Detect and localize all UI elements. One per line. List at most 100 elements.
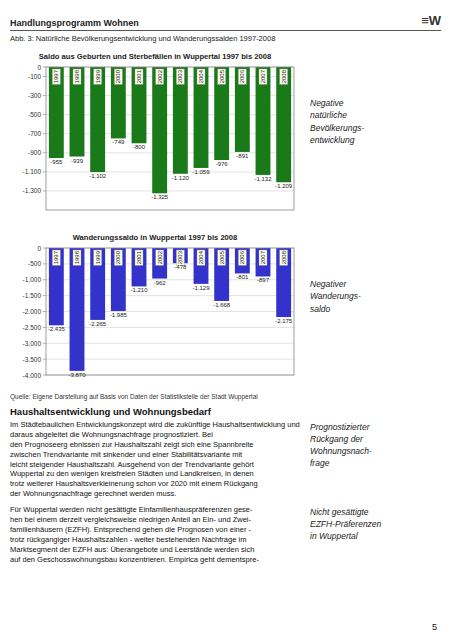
data-label: -801: [236, 274, 249, 280]
data-label: -478: [174, 264, 187, 270]
data-label: -962: [154, 280, 167, 286]
year-label-group: 2002: [156, 69, 164, 84]
tick-label: 0: [37, 245, 41, 252]
paragraph-line: trotz rückgangiger Haushaltszahlen - wei…: [10, 535, 300, 545]
margin-note-line: frage: [310, 458, 440, 470]
data-label: -2.265: [89, 321, 107, 327]
year-label-box: [73, 250, 81, 265]
year-label-box: [259, 250, 267, 265]
side-note-line: Bevölkerungs-: [310, 122, 440, 134]
tick-label: -1.100: [23, 168, 42, 175]
side-note: NegativenatürlicheBevölkerungs-entwicklu…: [310, 97, 440, 146]
tick-label: -900: [28, 149, 41, 156]
tick-label: -2.500: [23, 324, 42, 331]
source-note: Quelle: Eigene Darstellung auf Basis von…: [10, 393, 441, 400]
category-label: 2008: [281, 250, 287, 264]
body-row: Im Städtebaulichen Entwicklungskonzept w…: [10, 420, 441, 499]
year-label-group: 2007: [259, 69, 267, 84]
year-label-group: 2000: [114, 250, 122, 265]
category-label: 1999: [95, 250, 101, 264]
bar: [111, 67, 126, 138]
chart-title: Wanderungssaldo in Wuppertal 1997 bis 20…: [73, 233, 238, 242]
bar: [276, 248, 291, 317]
category-label: 1999: [95, 69, 101, 83]
data-label: -891: [236, 153, 249, 159]
tick-mark: [43, 95, 46, 96]
year-label-group: 2007: [259, 250, 267, 265]
category-label: 2000: [115, 69, 121, 83]
tick-label: -700: [28, 130, 41, 137]
tick-mark: [43, 248, 46, 249]
bar: [132, 248, 147, 286]
body-row: Für Wuppertal werden nicht gesättigte Ei…: [10, 505, 441, 564]
bar: [49, 67, 64, 158]
bars: [49, 67, 291, 193]
data-label: -749: [112, 139, 125, 145]
category-label: 2001: [136, 69, 142, 83]
bar: [214, 248, 229, 301]
year-label-group: 2002: [156, 250, 164, 265]
tick-label: -1.300: [23, 187, 42, 194]
tick-label: -500: [28, 111, 41, 118]
paragraph-line: auf den Geschosswohnungsbau konzentriere…: [10, 555, 300, 565]
bar: [256, 67, 271, 175]
bar: [111, 248, 126, 311]
paragraph-line: trotz weiterer Haushaltsverkleinerung sc…: [10, 479, 300, 489]
side-note-line: natürliche: [310, 109, 440, 121]
category-label: 1997: [53, 69, 59, 83]
side-note-line: Negativer: [310, 278, 440, 290]
data-label: -1.120: [172, 175, 190, 181]
tick-mark: [43, 67, 46, 68]
year-label-box: [259, 69, 267, 84]
plot-frame: [46, 67, 294, 210]
data-label: -1.985: [110, 312, 128, 318]
tick-mark: [43, 311, 46, 312]
tick-mark: [43, 263, 46, 264]
grid-line: [46, 190, 294, 191]
data-label: -976: [216, 161, 229, 167]
margin-note-line: Wohnungsnach-: [310, 446, 440, 458]
data-label: -1.210: [130, 287, 148, 293]
bar-chart: Wanderungssaldo in Wuppertal 1997 bis 20…: [10, 228, 300, 388]
tick-mark: [43, 171, 46, 172]
category-label: 2005: [219, 250, 225, 264]
year-label-group: 2008: [280, 69, 288, 84]
year-label-group: 1997: [52, 69, 60, 84]
tick-mark: [43, 295, 46, 296]
year-label-group: 1999: [94, 250, 102, 265]
tick-mark: [43, 76, 46, 77]
tick-mark: [43, 279, 46, 280]
tick-mark: [43, 359, 46, 360]
paragraph-line: Marktsegment der EZFH aus: Überangebote …: [10, 545, 300, 555]
paragraph-line: Im Städtebaulichen Entwicklungskonzept w…: [10, 420, 300, 440]
year-label-box: [238, 69, 246, 84]
margin-note-line: EZFH-Präferenzen: [310, 519, 440, 531]
category-label: 2007: [260, 69, 266, 83]
margin-note-line: Prognostizierter: [310, 422, 440, 434]
year-label-group: 1998: [73, 69, 81, 84]
year-label-box: [94, 69, 102, 84]
tick-label: -3.000: [23, 340, 42, 347]
bar: [194, 248, 209, 284]
bar: [235, 248, 250, 273]
header-title: Handlungsprogramm Wohnen: [10, 18, 139, 28]
bar: [90, 248, 105, 320]
year-label-group: 2005: [218, 250, 226, 265]
data-label: -939: [71, 158, 84, 164]
year-label-group: 1998: [73, 250, 81, 265]
category-label: 1998: [74, 69, 80, 83]
tick-label: -2.000: [23, 308, 42, 315]
tick-label: 0: [37, 64, 41, 71]
heading: Haushaltsentwicklung und Wohnungsbedarf: [10, 406, 441, 417]
paragraph-line: Für Wuppertal werden nicht gesättigte Ei…: [10, 505, 300, 515]
year-label-group: 2003: [176, 69, 184, 84]
category-label: 2005: [219, 69, 225, 83]
tick-label: -4.000: [23, 372, 42, 379]
year-label-group: 2008: [280, 250, 288, 265]
year-label-box: [197, 69, 205, 84]
bar: [235, 67, 250, 152]
year-label-box: [114, 250, 122, 265]
chart-row: Wanderungssaldo in Wuppertal 1997 bis 20…: [10, 228, 441, 388]
category-label: 2004: [198, 69, 204, 83]
logo: ≡W: [421, 13, 441, 28]
